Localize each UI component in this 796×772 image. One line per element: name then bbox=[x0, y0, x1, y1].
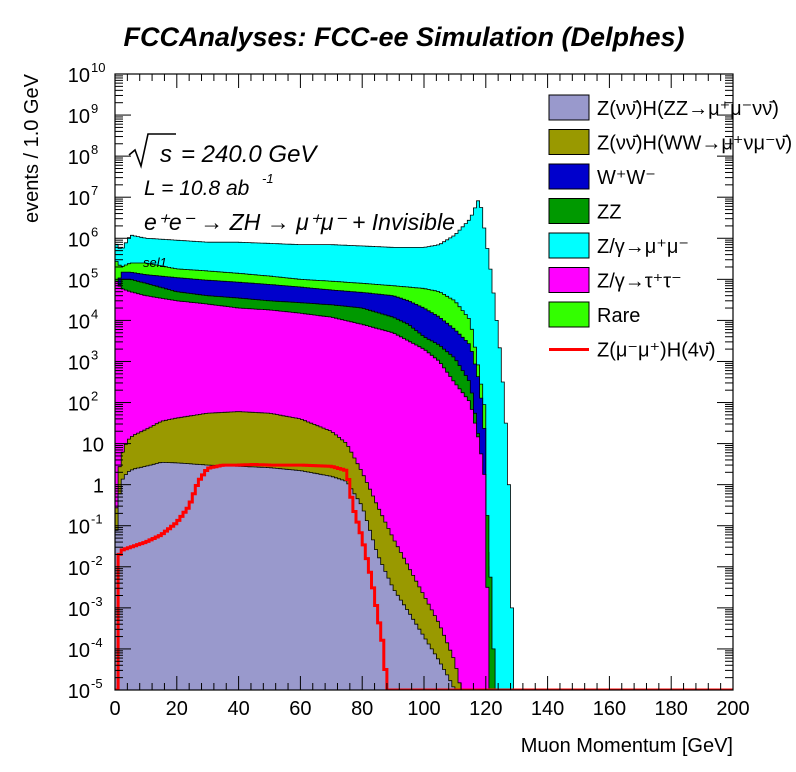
y-tick-exponent: 4 bbox=[91, 306, 98, 321]
y-tick-label: 10 bbox=[68, 352, 90, 374]
sqrt-s-value: = 240.0 GeV bbox=[181, 141, 318, 168]
legend-label-7: Z(μ⁻μ⁺)H(4ν̄) bbox=[597, 340, 716, 362]
x-tick-label: 40 bbox=[227, 698, 249, 720]
y-tick-exponent: 6 bbox=[91, 224, 98, 239]
y-tick-label: 10 bbox=[68, 558, 90, 580]
y-tick-exponent: 8 bbox=[91, 142, 98, 157]
y-tick-label: 10 bbox=[68, 517, 90, 539]
y-tick-label: 1 bbox=[93, 476, 104, 498]
y-tick-exponent: -4 bbox=[91, 635, 103, 650]
x-tick-label: 20 bbox=[166, 698, 188, 720]
y-axis-label: events / 1.0 GeV bbox=[21, 73, 43, 223]
sqrt-symbol bbox=[128, 133, 176, 169]
y-tick-label: 10 bbox=[68, 229, 90, 251]
series-line-7 bbox=[115, 463, 733, 690]
y-tick-label: 10 bbox=[68, 188, 90, 210]
legend-swatch-6 bbox=[548, 301, 590, 328]
y-tick-exponent: 2 bbox=[91, 389, 98, 404]
x-axis-label: Muon Momentum [GeV] bbox=[521, 735, 733, 757]
luminosity-label: L = 10.8 ab bbox=[144, 177, 250, 200]
legend: Z(νν̄)H(ZZ→μ⁺μ⁻νν̄) Z(νν̄)H(WW→μ⁺νμ⁻ν̄) W⁺… bbox=[548, 94, 792, 362]
y-tick-exponent: 7 bbox=[91, 183, 98, 198]
y-tick-exponent: -2 bbox=[91, 553, 103, 568]
legend-label-1: Z(νν̄)H(WW→μ⁺νμ⁻ν̄) bbox=[597, 133, 792, 155]
process-label: e⁺e⁻ → ZH → μ⁺μ⁻ + Invisible bbox=[144, 209, 455, 235]
y-tick-exponent: 9 bbox=[91, 101, 98, 116]
chart-title: FCCAnalyses: FCC-ee Simulation (Delphes) bbox=[123, 22, 684, 52]
series-area-0 bbox=[115, 462, 733, 690]
y-tick-exponent: 3 bbox=[91, 347, 98, 362]
y-tick-exponent: -1 bbox=[91, 512, 103, 527]
y-tick-exponent: 5 bbox=[91, 265, 98, 280]
y-tick-label: 10 bbox=[68, 640, 90, 662]
x-tick-label: 120 bbox=[469, 698, 502, 720]
signal-line-layer bbox=[115, 463, 733, 690]
y-tick-label: 10 bbox=[68, 681, 90, 703]
x-axis-ticks: 0 20 40 60 80 100 120 140 160 180 200 bbox=[109, 74, 750, 720]
stack-layer bbox=[115, 200, 733, 690]
x-tick-label: 100 bbox=[407, 698, 440, 720]
y-tick-label: 10 bbox=[68, 311, 90, 333]
legend-label-5: Z/γ→τ⁺τ⁻ bbox=[597, 271, 682, 293]
y-tick-label: 10 bbox=[68, 65, 90, 87]
luminosity-exponent: -1 bbox=[262, 171, 274, 186]
y-tick-label: 10 bbox=[68, 599, 90, 621]
legend-swatch-3 bbox=[548, 198, 590, 224]
annotations: s = 240.0 GeV L = 10.8 ab -1 e⁺e⁻ → ZH → μ⁺μ… bbox=[128, 133, 455, 270]
legend-label-4: Z/γ→μ⁺μ⁻ bbox=[597, 236, 689, 258]
y-tick-exponent: -5 bbox=[91, 676, 103, 691]
y-tick-label: 10 bbox=[68, 394, 90, 416]
legend-label-0: Z(νν̄)H(ZZ→μ⁺μ⁻νν̄) bbox=[597, 98, 779, 120]
legend-swatch-2 bbox=[548, 163, 590, 190]
sqrt-s-symbol: s bbox=[160, 141, 172, 168]
legend-swatch-4 bbox=[548, 232, 590, 259]
x-tick-label: 80 bbox=[351, 698, 373, 720]
x-tick-label: 60 bbox=[289, 698, 311, 720]
x-tick-label: 180 bbox=[655, 698, 688, 720]
legend-swatch-0 bbox=[548, 94, 590, 121]
x-tick-label: 160 bbox=[593, 698, 626, 720]
x-tick-label: 200 bbox=[716, 698, 749, 720]
y-tick-label: 10 bbox=[68, 270, 90, 292]
legend-label-2: W⁺W⁻ bbox=[597, 167, 656, 189]
y-tick-exponent: 10 bbox=[91, 60, 105, 75]
y-tick-label: 10 bbox=[68, 147, 90, 169]
y-tick-exponent: -3 bbox=[91, 594, 103, 609]
selection-label: sel1 bbox=[143, 255, 167, 270]
legend-swatch-5 bbox=[548, 267, 590, 293]
legend-label-3: ZZ bbox=[597, 202, 621, 224]
y-tick-label: 10 bbox=[82, 435, 104, 457]
x-tick-label: 0 bbox=[109, 698, 120, 720]
legend-label-6: Rare bbox=[597, 305, 640, 327]
x-tick-label: 140 bbox=[531, 698, 564, 720]
y-tick-label: 10 bbox=[68, 106, 90, 128]
legend-swatch-1 bbox=[548, 129, 590, 155]
